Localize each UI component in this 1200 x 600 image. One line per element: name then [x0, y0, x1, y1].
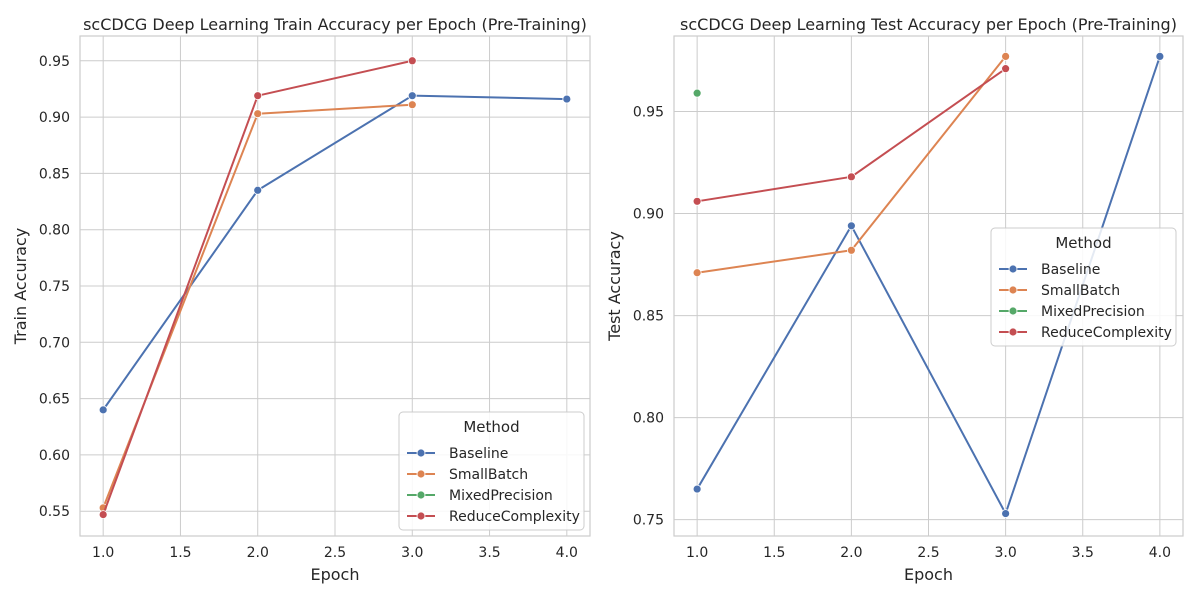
data-point [692, 484, 702, 494]
x-tick-label: 4.0 [556, 545, 578, 561]
y-axis-label: Train Accuracy [11, 228, 30, 346]
data-point [1001, 64, 1011, 74]
data-point [98, 405, 108, 415]
legend-marker [416, 469, 426, 479]
legend-marker [1008, 327, 1018, 337]
data-point [692, 196, 702, 206]
data-point [407, 56, 417, 66]
legend-label: MixedPrecision [1041, 304, 1145, 320]
y-tick-label: 0.65 [39, 392, 70, 408]
x-tick-label: 2.0 [840, 545, 862, 561]
x-tick-label: 3.0 [401, 545, 423, 561]
data-point [253, 185, 263, 195]
legend-title: Method [463, 418, 519, 436]
x-tick-label: 1.0 [92, 545, 114, 561]
x-axis-label: Epoch [904, 565, 953, 584]
data-point [407, 100, 417, 110]
data-point [562, 94, 572, 104]
legend-label: SmallBatch [1041, 283, 1120, 299]
y-tick-label: 0.95 [39, 54, 70, 70]
legend-marker [416, 490, 426, 500]
y-tick-label: 0.75 [39, 279, 70, 295]
legend-entry: ReduceComplexity [999, 325, 1172, 341]
chart-title: scCDCG Deep Learning Test Accuracy per E… [680, 15, 1177, 34]
x-tick-label: 3.5 [1072, 545, 1094, 561]
legend-entry: SmallBatch [407, 467, 528, 483]
data-point [1155, 52, 1165, 61]
y-tick-label: 0.95 [633, 105, 664, 121]
x-axis-label: Epoch [311, 565, 360, 584]
legend: Method Baseline SmallBatch MixedPrecision Re… [990, 227, 1177, 347]
series-mixedprecision [692, 88, 702, 98]
legend-label: MixedPrecision [449, 488, 553, 504]
legend-label: Baseline [1041, 262, 1100, 278]
data-point [253, 109, 263, 119]
y-tick-label: 0.90 [39, 110, 70, 126]
legend-title: Method [1055, 234, 1111, 252]
y-tick-label: 0.60 [39, 448, 70, 464]
y-tick-label: 0.75 [633, 513, 664, 529]
y-tick-label: 0.70 [39, 335, 70, 351]
plot-frame [79, 35, 591, 537]
legend-entry: Baseline [407, 446, 508, 462]
plot-frame [673, 35, 1184, 537]
legend-marker [416, 511, 426, 521]
data-point [98, 510, 108, 520]
x-tick-label: 2.5 [324, 545, 346, 561]
legend-entry: ReduceComplexity [407, 509, 580, 525]
y-tick-label: 0.90 [633, 207, 664, 223]
data-point [407, 91, 417, 101]
legend-label: ReduceComplexity [449, 509, 580, 525]
legend-label: ReduceComplexity [1041, 325, 1172, 341]
data-point [1001, 509, 1011, 518]
legend-marker [416, 448, 426, 458]
data-point [846, 172, 856, 182]
y-tick-label: 0.80 [39, 223, 70, 239]
series-reducecomplexity [98, 56, 417, 520]
data-point [1001, 52, 1011, 61]
x-tick-label: 2.0 [247, 545, 269, 561]
legend-label: Baseline [449, 446, 508, 462]
y-tick-label: 0.85 [39, 166, 70, 182]
x-tick-label: 2.5 [917, 545, 939, 561]
legend-marker [1008, 306, 1018, 316]
x-tick-label: 3.5 [478, 545, 500, 561]
data-point [253, 91, 263, 101]
data-point [846, 221, 856, 231]
legend-marker [1008, 285, 1018, 295]
x-tick-label: 3.0 [994, 545, 1016, 561]
y-axis-label: Test Accuracy [605, 231, 624, 342]
legend-entry: MixedPrecision [999, 304, 1145, 320]
chart-title: scCDCG Deep Learning Train Accuracy per … [83, 15, 587, 34]
legend-entry: Baseline [999, 262, 1100, 278]
data-point [692, 88, 702, 98]
x-tick-label: 1.5 [763, 545, 785, 561]
series-smallbatch [692, 52, 1011, 278]
x-tick-label: 1.0 [686, 545, 708, 561]
data-point [692, 268, 702, 278]
y-tick-label: 0.55 [39, 504, 70, 520]
data-point [846, 245, 856, 255]
y-tick-label: 0.80 [633, 411, 664, 427]
legend-entry: MixedPrecision [407, 488, 553, 504]
series-line [102, 94, 567, 411]
legend-box [398, 411, 585, 531]
x-tick-label: 1.5 [169, 545, 191, 561]
legend: Method Baseline SmallBatch MixedPrecision Re… [398, 411, 585, 531]
y-tick-label: 0.85 [633, 309, 664, 325]
legend-label: SmallBatch [449, 467, 528, 483]
legend-box [990, 227, 1177, 347]
series-baseline [98, 91, 572, 415]
series-reducecomplexity [692, 64, 1011, 206]
x-tick-label: 4.0 [1149, 545, 1171, 561]
legend-marker [1008, 264, 1018, 274]
legend-entry: SmallBatch [999, 283, 1120, 299]
chart-panel-2: 1.0 1.5 2.0 2.5 3.0 3.5 4.0 0.75 0.80 0.85 0.90 0.9… [605, 15, 1184, 584]
chart-panel-1: 1.0 1.5 2.0 2.5 3.0 3.5 4.0 0.55 0.60 0.65 0.70 0.7… [11, 15, 591, 584]
